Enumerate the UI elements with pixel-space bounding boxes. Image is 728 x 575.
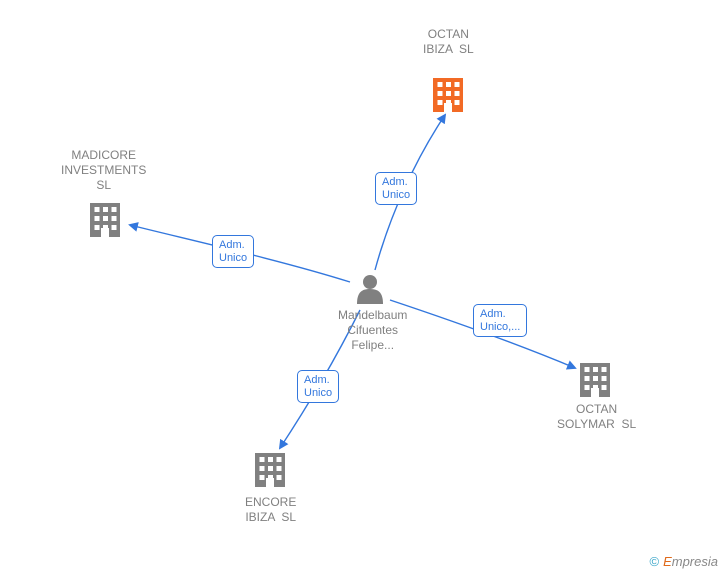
diagram-canvas — [0, 0, 728, 575]
edge-label: Adm. Unico,... — [473, 304, 527, 337]
watermark: © Empresia — [649, 554, 718, 569]
building-icon — [580, 363, 610, 397]
edge-label: Adm. Unico — [212, 235, 254, 268]
person-icon — [357, 275, 383, 304]
building-icon — [433, 78, 463, 112]
building-icon — [90, 203, 120, 237]
building-icon — [255, 453, 285, 487]
watermark-rest: mpresia — [672, 554, 718, 569]
company-node-label: OCTAN IBIZA SL — [423, 27, 474, 57]
company-node-label: ENCORE IBIZA SL — [245, 495, 296, 525]
edge-label: Adm. Unico — [375, 172, 417, 205]
company-node-label: MADICORE INVESTMENTS SL — [61, 148, 146, 193]
company-node-label: OCTAN SOLYMAR SL — [557, 402, 636, 432]
edge-label: Adm. Unico — [297, 370, 339, 403]
person-node-label: Mandelbaum Cifuentes Felipe... — [338, 308, 407, 353]
watermark-prefix: E — [663, 554, 672, 569]
copyright-symbol: © — [649, 554, 659, 569]
